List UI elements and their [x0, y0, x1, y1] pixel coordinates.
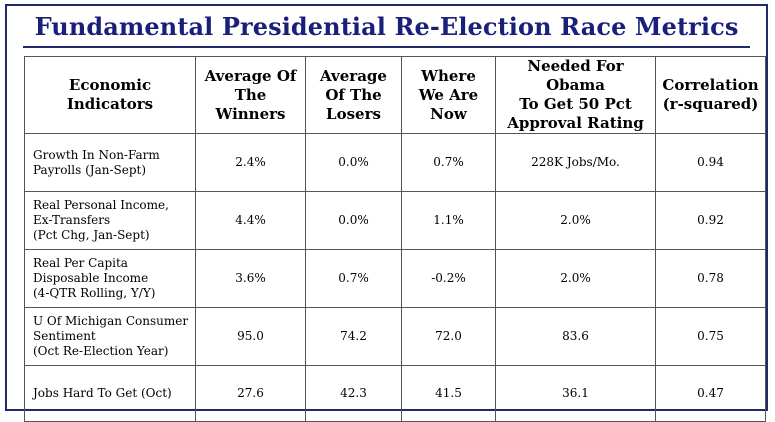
losers-cell: 0.7%: [305, 249, 402, 308]
table-row: Real Per Capita Disposable Income (4-QTR R…: [24, 249, 766, 308]
losers-cell: 0.0%: [305, 133, 402, 192]
winners-cell: 3.6%: [195, 249, 306, 308]
correlation-cell: 0.94: [655, 133, 766, 192]
winners-cell: 27.6: [195, 365, 306, 422]
document-frame: Fundamental Presidential Re-Election Rac…: [5, 4, 768, 422]
now-cell: 41.5: [401, 365, 496, 422]
correlation-cell: 0.75: [655, 307, 766, 366]
table-row: Jobs Hard To Get (Oct) 27.6 42.3 41.5 36…: [24, 365, 766, 422]
metrics-table: Economic Indicators Average Of The Winners …: [24, 56, 766, 422]
table-row: Real Personal Income, Ex-Transfers (Pct Ch…: [24, 191, 766, 250]
header-economic-indicators: Economic Indicators: [24, 56, 196, 134]
correlation-cell: 0.47: [655, 365, 766, 422]
needed-cell: 2.0%: [495, 249, 656, 308]
correlation-cell: 0.78: [655, 249, 766, 308]
needed-cell: 36.1: [495, 365, 656, 422]
needed-cell: 83.6: [495, 307, 656, 366]
winners-cell: 95.0: [195, 307, 306, 366]
needed-cell: 2.0%: [495, 191, 656, 250]
page-title: Fundamental Presidential Re-Election Rac…: [34, 12, 739, 41]
title-divider: [23, 46, 750, 48]
table-row: Growth In Non-Farm Payrolls (Jan-Sept) 2.…: [24, 133, 766, 192]
indicator-cell: Real Per Capita Disposable Income (4-QTR R…: [24, 249, 196, 308]
indicator-cell: U Of Michigan Consumer Sentiment (Oct Re-E…: [24, 307, 196, 366]
losers-cell: 74.2: [305, 307, 402, 366]
indicator-cell: Growth In Non-Farm Payrolls (Jan-Sept): [24, 133, 196, 192]
header-average-winners: Average Of The Winners: [195, 56, 306, 134]
now-cell: 72.0: [401, 307, 496, 366]
now-cell: 1.1%: [401, 191, 496, 250]
indicator-cell: Jobs Hard To Get (Oct): [24, 365, 196, 422]
winners-cell: 4.4%: [195, 191, 306, 250]
losers-cell: 42.3: [305, 365, 402, 422]
losers-cell: 0.0%: [305, 191, 402, 250]
header-row: Economic Indicators Average Of The Winners …: [24, 56, 766, 134]
now-cell: -0.2%: [401, 249, 496, 308]
header-needed-for-obama: Needed For Obama To Get 50 Pct Approval Ra…: [495, 56, 656, 134]
needed-cell: 228K Jobs/Mo.: [495, 133, 656, 192]
indicator-cell: Real Personal Income, Ex-Transfers (Pct Ch…: [24, 191, 196, 250]
header-average-losers: Average Of The Losers: [305, 56, 402, 134]
now-cell: 0.7%: [401, 133, 496, 192]
winners-cell: 2.4%: [195, 133, 306, 192]
header-correlation: Correlation (r-squared): [655, 56, 766, 134]
correlation-cell: 0.92: [655, 191, 766, 250]
header-where-we-are-now: Where We Are Now: [401, 56, 496, 134]
table-row: U Of Michigan Consumer Sentiment (Oct Re-E…: [24, 307, 766, 366]
